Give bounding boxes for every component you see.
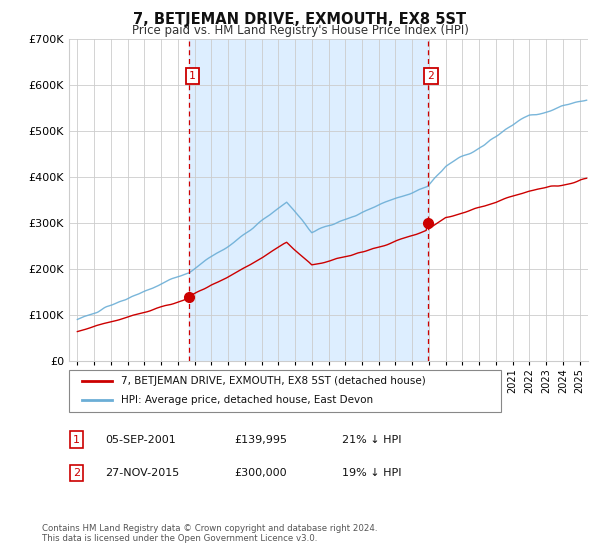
Text: HPI: Average price, detached house, East Devon: HPI: Average price, detached house, East… <box>121 395 373 405</box>
Bar <box>189 39 428 361</box>
Text: Contains HM Land Registry data © Crown copyright and database right 2024.: Contains HM Land Registry data © Crown c… <box>42 524 377 533</box>
Text: Price paid vs. HM Land Registry's House Price Index (HPI): Price paid vs. HM Land Registry's House … <box>131 24 469 36</box>
Text: 1: 1 <box>73 435 80 445</box>
FancyBboxPatch shape <box>69 370 501 412</box>
Text: 1: 1 <box>189 71 196 81</box>
Text: 19% ↓ HPI: 19% ↓ HPI <box>342 468 401 478</box>
Text: 7, BETJEMAN DRIVE, EXMOUTH, EX8 5ST (detached house): 7, BETJEMAN DRIVE, EXMOUTH, EX8 5ST (det… <box>121 376 425 386</box>
Text: £139,995: £139,995 <box>234 435 287 445</box>
Text: 7, BETJEMAN DRIVE, EXMOUTH, EX8 5ST: 7, BETJEMAN DRIVE, EXMOUTH, EX8 5ST <box>133 12 467 27</box>
Text: 2: 2 <box>73 468 80 478</box>
Text: 05-SEP-2001: 05-SEP-2001 <box>105 435 176 445</box>
Text: 27-NOV-2015: 27-NOV-2015 <box>105 468 179 478</box>
Text: £300,000: £300,000 <box>234 468 287 478</box>
Text: This data is licensed under the Open Government Licence v3.0.: This data is licensed under the Open Gov… <box>42 534 317 543</box>
Text: 21% ↓ HPI: 21% ↓ HPI <box>342 435 401 445</box>
Text: 2: 2 <box>428 71 434 81</box>
